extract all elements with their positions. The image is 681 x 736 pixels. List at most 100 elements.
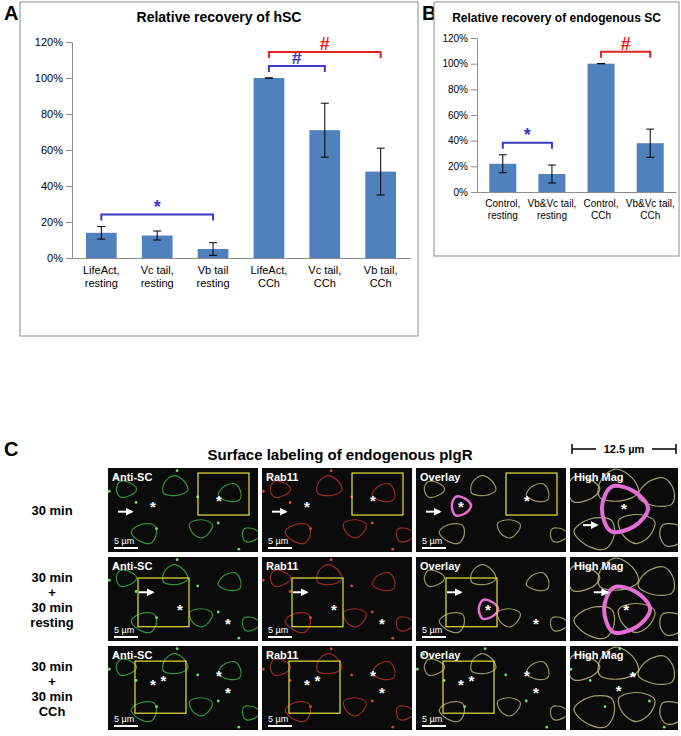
inset-box (292, 578, 343, 627)
tick-mark (66, 222, 72, 223)
micrograph-content (570, 468, 678, 552)
cell-outline (189, 520, 212, 538)
tick: 60% (448, 110, 477, 121)
tick: 80% (448, 84, 477, 95)
chart: Relative recovery of hSC0%20%40%60%80%10… (20, 2, 418, 336)
puncta (604, 705, 607, 708)
tick: 120% (35, 36, 72, 48)
tick: Vb&Vc tail,resting (527, 192, 576, 221)
inset-box (135, 661, 186, 713)
micrograph-content (416, 646, 566, 730)
tick-label-line: resting (537, 210, 567, 221)
puncta (545, 726, 548, 729)
puncta (463, 705, 466, 708)
lumen-marker: * (150, 498, 156, 515)
error-bar (153, 231, 161, 240)
column-label: Rab11 (266, 560, 298, 572)
x-axis: LifeAct,restingVc tail,restingVb tailres… (73, 258, 411, 289)
tick-label-line: Vb tail (198, 264, 229, 276)
cell-outline (396, 528, 412, 542)
chart-frame (434, 2, 679, 256)
cell-outline (131, 613, 156, 633)
puncta (262, 579, 265, 582)
tick-label: 40% (448, 135, 468, 146)
plot-marks (489, 64, 663, 192)
cell-outline (270, 570, 290, 586)
lumen-marker: * (225, 684, 231, 701)
puncta (648, 700, 651, 703)
cell-outline (497, 698, 520, 716)
tick: 120% (442, 33, 477, 44)
puncta (570, 668, 572, 671)
column-label: Anti-SC (112, 649, 152, 661)
lumen-marker: * (458, 498, 464, 515)
tick: 100% (442, 58, 477, 69)
cell-outline (317, 654, 342, 674)
micrograph-content (262, 557, 412, 641)
bar (254, 78, 285, 258)
cell-outline (660, 613, 678, 636)
scale-bar-label: 5 µm (114, 714, 134, 724)
chart: Relative recovery of endogenous SC0%20%4… (434, 2, 679, 256)
tick-label-line: CCh (370, 277, 392, 289)
micrograph: *High Mag (567, 557, 681, 641)
tick-label: 0% (47, 252, 63, 264)
micrograph: ****Overlay5 µm (416, 646, 568, 730)
tick: 40% (448, 135, 477, 146)
tick-label: Vb&Vc tail,resting (527, 198, 576, 221)
panel-label: A (4, 2, 18, 24)
inset-box (506, 473, 557, 515)
tick-label: Vc tail,CCh (308, 264, 341, 289)
puncta (217, 700, 220, 703)
cell-outline (343, 609, 366, 627)
tick-label: 100% (35, 72, 63, 84)
puncta (309, 705, 312, 708)
tick-label: 120% (442, 33, 468, 44)
micrograph-background (570, 646, 678, 730)
inset-box (352, 473, 403, 515)
scale-bar (114, 636, 138, 638)
puncta (262, 668, 265, 671)
row-label: + (48, 674, 56, 689)
error-bar (377, 148, 385, 195)
error-bar (597, 63, 605, 64)
micrograph: *High Mag (567, 468, 681, 552)
micrograph-content (262, 468, 412, 552)
tick: 20% (448, 161, 477, 172)
tick-mark (471, 38, 477, 39)
cell-outline (396, 617, 412, 631)
row-label: 30 min (31, 689, 72, 704)
scale-bar (114, 547, 138, 549)
inset-box (198, 473, 249, 515)
cell-outline (163, 654, 188, 674)
tick-label: 60% (448, 110, 468, 121)
micrograph-background (570, 468, 678, 552)
tick-label-line: LifeAct, (251, 264, 288, 276)
puncta (391, 637, 394, 640)
tick-label: 40% (41, 180, 63, 192)
column-label: High Mag (574, 560, 624, 572)
puncta (155, 527, 158, 530)
cell-outline (270, 659, 290, 675)
panel-label: C (4, 438, 18, 460)
tick: Vb tailresting (197, 258, 230, 289)
cell-outline (526, 573, 549, 591)
cell-outline (424, 659, 444, 675)
cell-outline (163, 565, 188, 585)
puncta (309, 527, 312, 530)
puncta (391, 726, 394, 729)
tick-label-line: Control, (584, 198, 619, 209)
puncta (371, 700, 374, 703)
figure: ABCRelative recovery of hSC0%20%40%60%80… (0, 0, 681, 736)
cell-outline (285, 524, 310, 544)
cell-outline (116, 659, 136, 675)
puncta (371, 611, 374, 614)
tick-label-line: Vc tail, (141, 264, 174, 276)
tick: 40% (41, 180, 72, 192)
axis-line (478, 192, 677, 193)
puncta (155, 705, 158, 708)
tick-label: Vc tail,resting (141, 264, 174, 289)
puncta (217, 522, 220, 525)
cell-outline (638, 567, 674, 596)
lumen-outline (452, 496, 471, 515)
